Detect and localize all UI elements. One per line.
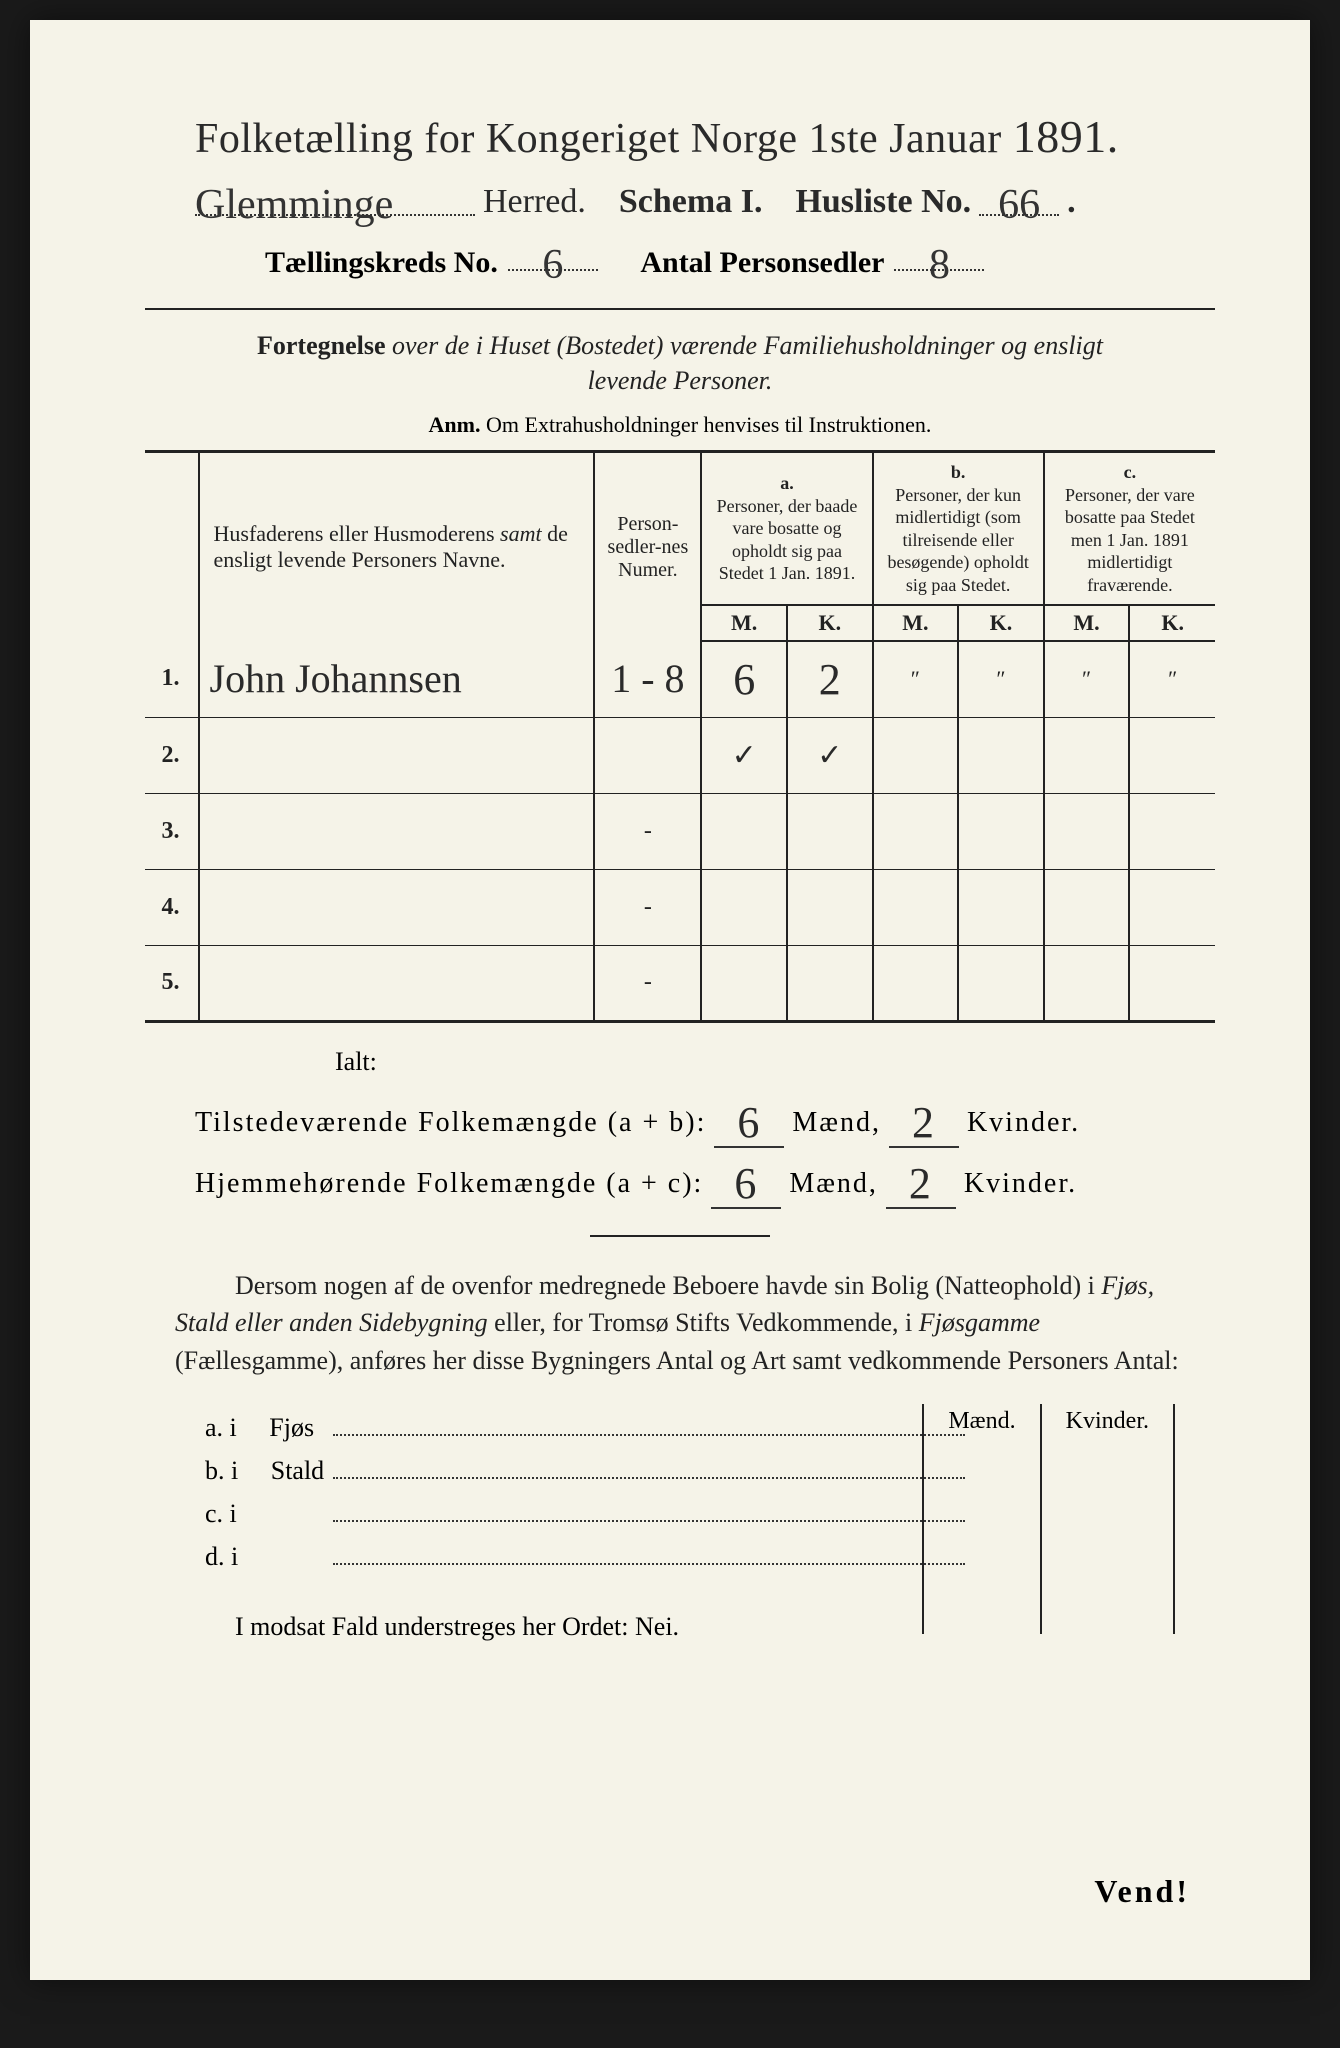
hdr-c-k: K.: [1129, 605, 1215, 641]
table-row: 5.-: [145, 945, 1215, 1021]
maend-col: Mænd.: [922, 1404, 1039, 1634]
anm-label: Anm.: [429, 412, 481, 437]
maend-2: Mænd,: [789, 1168, 878, 1200]
antal-value: 8: [929, 242, 950, 288]
hdr-a-k: K.: [787, 605, 873, 641]
anm-line: Anm. Om Extrahusholdninger henvises til …: [145, 412, 1215, 438]
hdr-a-m: M.: [701, 605, 787, 641]
divider-1: [145, 308, 1215, 310]
herred-line: Glemminge Herred. Schema I. Husliste No.…: [195, 175, 1215, 221]
outbuildings-section: Mænd. Kvinder. a. i Fjøs b. i Stald c. i…: [145, 1410, 1215, 1572]
husliste-value: 66: [998, 182, 1040, 228]
hdr-b-m: M.: [873, 605, 959, 641]
ob-line-c: c. i: [205, 1496, 965, 1529]
schema-label: Schema I.: [619, 183, 763, 221]
hdr-a: a.Personer, der baade vare bosatte og op…: [701, 452, 872, 606]
kreds-value: 6: [542, 242, 563, 288]
hdr-b: b.Personer, der kun midlertidigt (som ti…: [873, 452, 1044, 606]
husliste-label: Husliste No.: [795, 183, 971, 221]
kvinder-col: Kvinder.: [1040, 1404, 1175, 1634]
resident-m: 6: [734, 1159, 758, 1208]
hdr-c: c.Personer, der vare bosatte paa Stedet …: [1044, 452, 1215, 606]
resident-label: Hjemmehørende Folkemængde (a + c):: [195, 1168, 703, 1200]
hdr-names: Husfaderens eller Husmoderens samt de en…: [199, 452, 595, 642]
kvinder-1: Kvinder.: [967, 1107, 1080, 1139]
ialt-label: Ialt:: [335, 1047, 1215, 1077]
present-population: Tilstedeværende Folkemængde (a + b): 6 M…: [195, 1091, 1215, 1144]
main-title: Folketælling for Kongeriget Norge 1ste J…: [195, 110, 1215, 163]
table-row: 3.-: [145, 793, 1215, 869]
kreds-label: Tællingskreds No.: [265, 246, 498, 280]
resident-k: 2: [909, 1159, 933, 1208]
maend-1: Mænd,: [792, 1107, 881, 1139]
hdr-b-k: K.: [958, 605, 1044, 641]
resident-population: Hjemmehørende Folkemængde (a + c): 6 Mæn…: [195, 1152, 1215, 1205]
ob-line-d: d. i: [205, 1539, 965, 1572]
ob-line-b: b. i Stald: [205, 1453, 965, 1486]
divider-2: [590, 1235, 770, 1237]
title-year: 1891.: [1013, 111, 1119, 162]
hdr-c-m: M.: [1044, 605, 1130, 641]
ob-line-a: a. i Fjøs: [205, 1410, 965, 1443]
present-label: Tilstedeværende Folkemængde (a + b):: [195, 1107, 706, 1139]
kreds-line: Tællingskreds No. 6 Antal Personsedler 8: [265, 235, 1215, 280]
intro-paragraph: Fortegnelse over de i Huset (Bostedet) v…: [185, 328, 1175, 398]
hdr-numer: Person-sedler-nes Numer.: [594, 452, 701, 642]
outbuildings-para: Dersom nogen af de ovenfor medregnede Be…: [175, 1267, 1185, 1380]
title-prefix: Folketælling for Kongeriget Norge 1ste J…: [195, 116, 1002, 162]
mk-columns: Mænd. Kvinder.: [922, 1404, 1175, 1634]
census-form-page: Folketælling for Kongeriget Norge 1ste J…: [30, 20, 1310, 1980]
table-row: 2.✓✓: [145, 717, 1215, 793]
herred-value: Glemminge: [195, 182, 393, 228]
table-row: 1.John Johannsen1 - 862″″″″: [145, 641, 1215, 717]
kvinder-2: Kvinder.: [964, 1168, 1077, 1200]
vend-label: Vend!: [1094, 1873, 1190, 1910]
herred-label: Herred.: [483, 183, 586, 221]
antal-label: Antal Personsedler: [640, 246, 884, 280]
present-m: 6: [737, 1098, 761, 1147]
anm-text: Om Extrahusholdninger henvises til Instr…: [486, 412, 931, 437]
census-table: Husfaderens eller Husmoderens samt de en…: [145, 450, 1215, 1023]
present-k: 2: [912, 1098, 936, 1147]
table-row: 4.-: [145, 869, 1215, 945]
